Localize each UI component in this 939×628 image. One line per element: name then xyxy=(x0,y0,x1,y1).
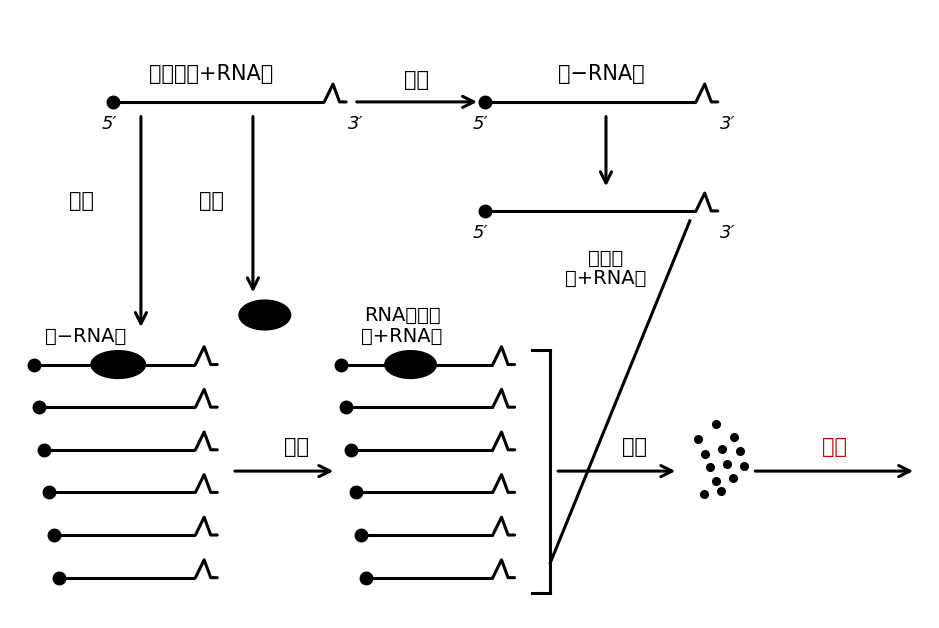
Text: 复制: 复制 xyxy=(404,70,429,90)
Ellipse shape xyxy=(91,350,146,379)
Ellipse shape xyxy=(385,350,437,379)
Text: 3′: 3′ xyxy=(348,115,363,133)
Text: （+RNA）: （+RNA） xyxy=(565,269,647,288)
Text: 5′: 5′ xyxy=(473,224,488,242)
Text: 组装: 组装 xyxy=(823,437,847,457)
Text: 3′: 3′ xyxy=(720,224,735,242)
Text: 复制: 复制 xyxy=(284,437,309,457)
Text: （−RNA）: （−RNA） xyxy=(45,327,126,346)
Text: 复制: 复制 xyxy=(69,191,94,211)
Ellipse shape xyxy=(239,300,290,330)
Text: 基因组（+RNA）: 基因组（+RNA） xyxy=(149,64,273,84)
Text: 翻译: 翻译 xyxy=(199,191,223,211)
Text: 5′: 5′ xyxy=(473,115,488,133)
Text: RNA复制酫: RNA复制酫 xyxy=(364,305,440,325)
Text: （+RNA）: （+RNA） xyxy=(362,327,442,346)
Text: 3′: 3′ xyxy=(720,115,735,133)
Text: （−RNA）: （−RNA） xyxy=(558,64,645,84)
Text: 翻译: 翻译 xyxy=(622,437,647,457)
Text: 基因组: 基因组 xyxy=(589,249,623,268)
Text: 5′: 5′ xyxy=(101,115,117,133)
